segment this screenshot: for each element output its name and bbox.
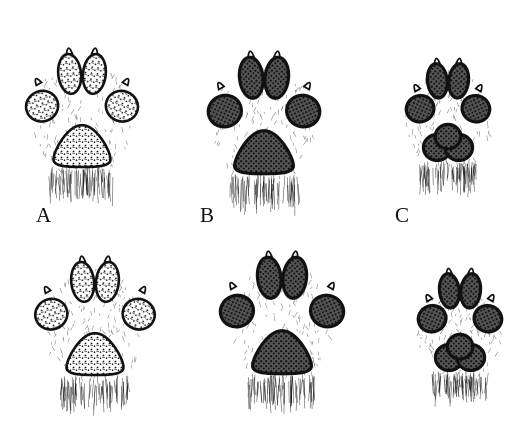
paw-print-a-top: [24, 47, 140, 207]
paw-print-b-top: [206, 50, 322, 216]
paw-print-c-bottom: [416, 267, 504, 407]
label-c: C: [395, 203, 410, 227]
paw-print-c-top: [404, 57, 492, 198]
label-b: B: [200, 203, 215, 227]
paw-print-a-bottom: [33, 255, 157, 416]
paw-print-b-bottom: [218, 250, 346, 414]
label-a: A: [36, 203, 52, 227]
